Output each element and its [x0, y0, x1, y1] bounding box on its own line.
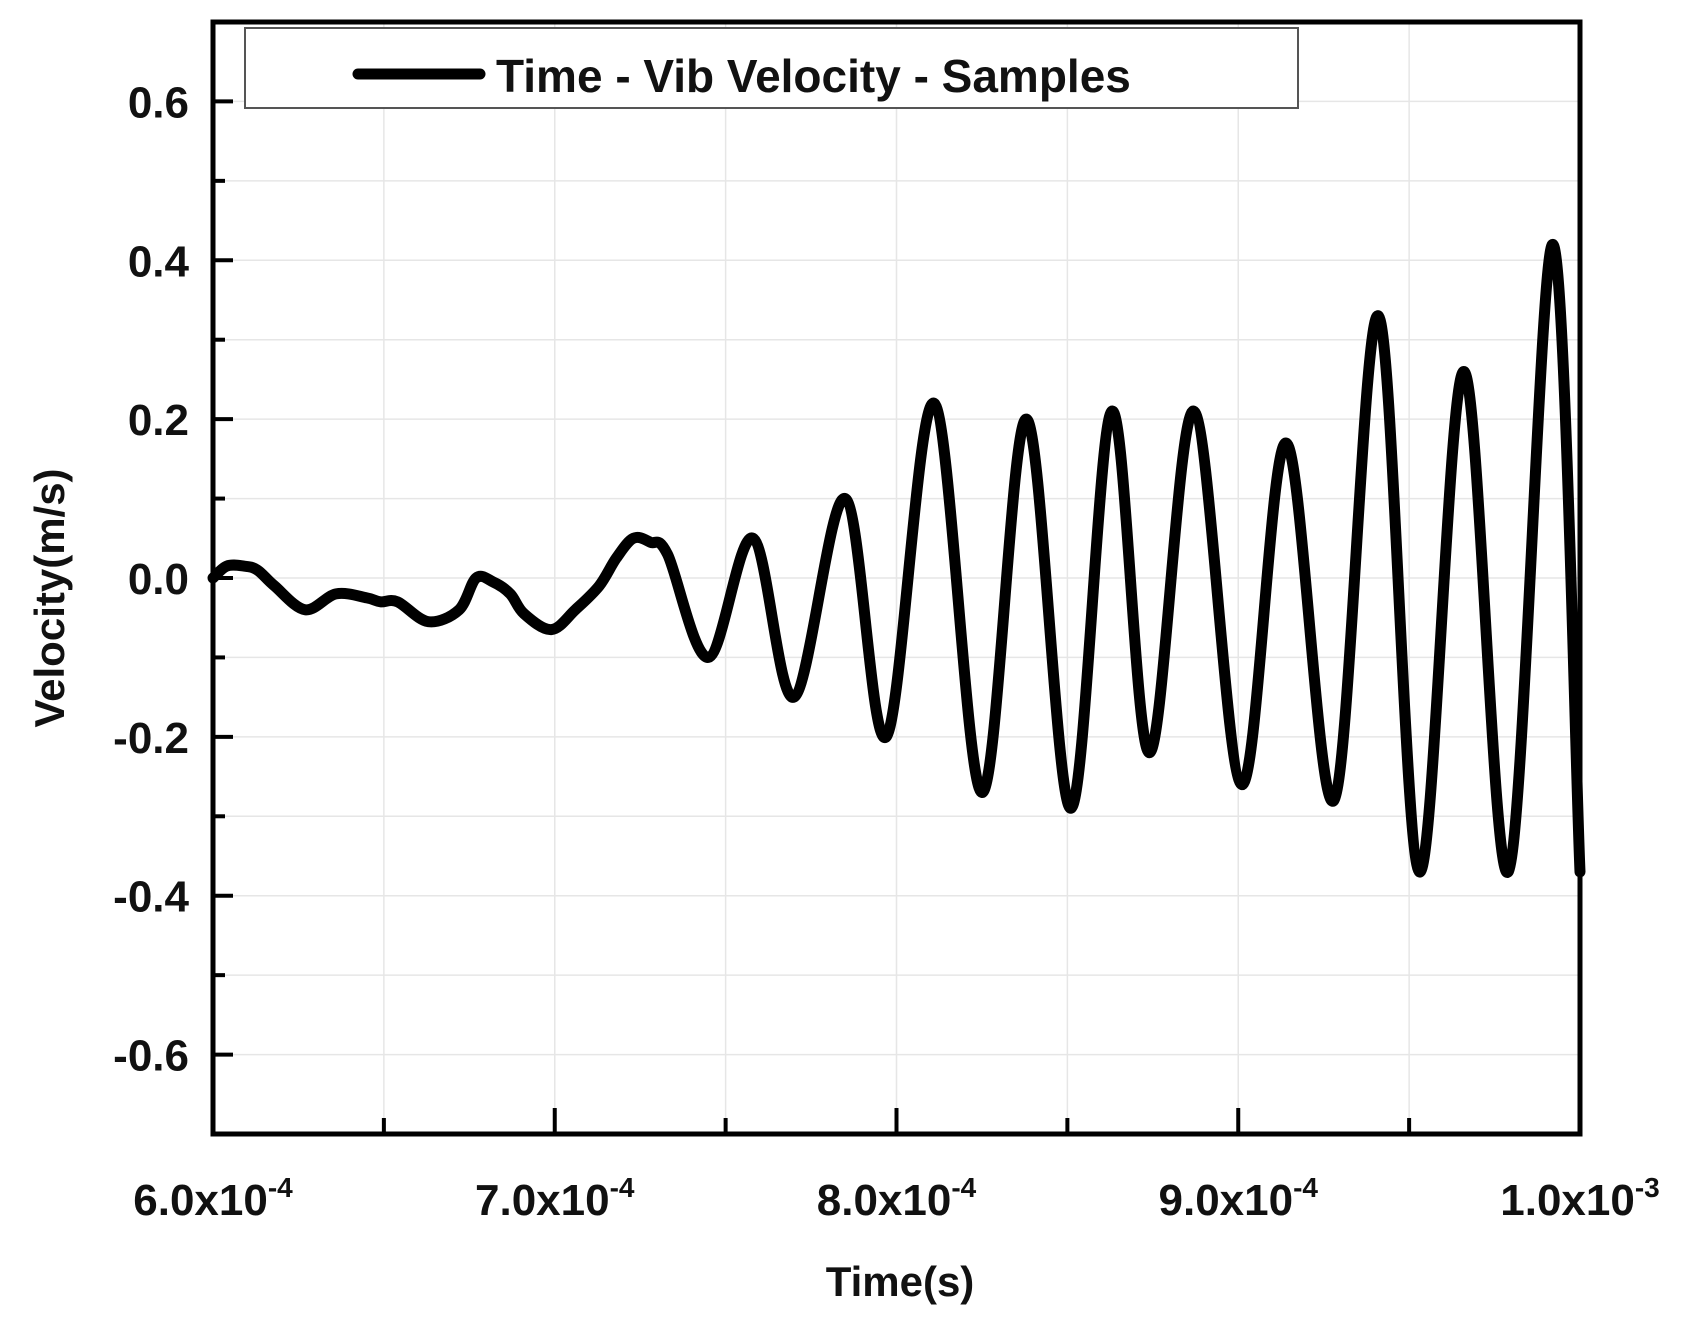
x-tick-exponent: -4 — [951, 1172, 976, 1203]
x-tick-mantissa: 1.0x10 — [1500, 1176, 1635, 1225]
x-tick-mantissa: 8.0x10 — [817, 1176, 952, 1225]
y-tick-label: -0.2 — [113, 714, 189, 763]
x-tick-exponent: -3 — [1635, 1172, 1660, 1203]
x-tick-mantissa: 6.0x10 — [133, 1176, 268, 1225]
legend-label: Time - Vib Velocity - Samples — [496, 50, 1131, 102]
x-tick-label: 7.0x10-4 — [475, 1172, 635, 1225]
y-tick-label: 0.4 — [128, 237, 190, 286]
y-tick-label: 0.6 — [128, 78, 189, 127]
legend: Time - Vib Velocity - Samples — [244, 27, 1299, 109]
x-tick-label: 6.0x10-4 — [133, 1172, 293, 1225]
x-tick-mantissa: 7.0x10 — [475, 1176, 610, 1225]
series-line-vib-velocity — [207, 238, 1586, 878]
x-axis-title: Time(s) — [826, 1258, 975, 1305]
grid-lines — [213, 22, 1580, 1134]
y-tick-label: -0.4 — [113, 873, 189, 922]
x-tick-exponent: -4 — [610, 1172, 635, 1203]
y-tick-labels: 0.6 0.4 0.2 0.0 -0.2 -0.4 -0.6 — [113, 78, 189, 1080]
x-tick-exponent: -4 — [1293, 1172, 1318, 1203]
series-layer — [207, 238, 1586, 878]
y-tick-label: 0.0 — [128, 555, 189, 604]
y-tick-label: 0.2 — [128, 396, 189, 445]
axis-ticks — [211, 20, 1582, 1136]
x-tick-label: 9.0x10-4 — [1159, 1172, 1319, 1225]
x-tick-label: 8.0x10-4 — [817, 1172, 977, 1225]
y-tick-label: -0.6 — [113, 1032, 189, 1081]
x-tick-label: 1.0x10-3 — [1500, 1172, 1659, 1225]
x-tick-mantissa: 9.0x10 — [1159, 1176, 1294, 1225]
x-tick-labels: 6.0x10-4 7.0x10-4 8.0x10-4 9.0x10-4 1.0x10-3 — [133, 1172, 1659, 1225]
legend-box — [244, 27, 1299, 109]
y-axis-title: Velocity(m/s) — [26, 468, 73, 727]
x-tick-exponent: -4 — [268, 1172, 293, 1203]
